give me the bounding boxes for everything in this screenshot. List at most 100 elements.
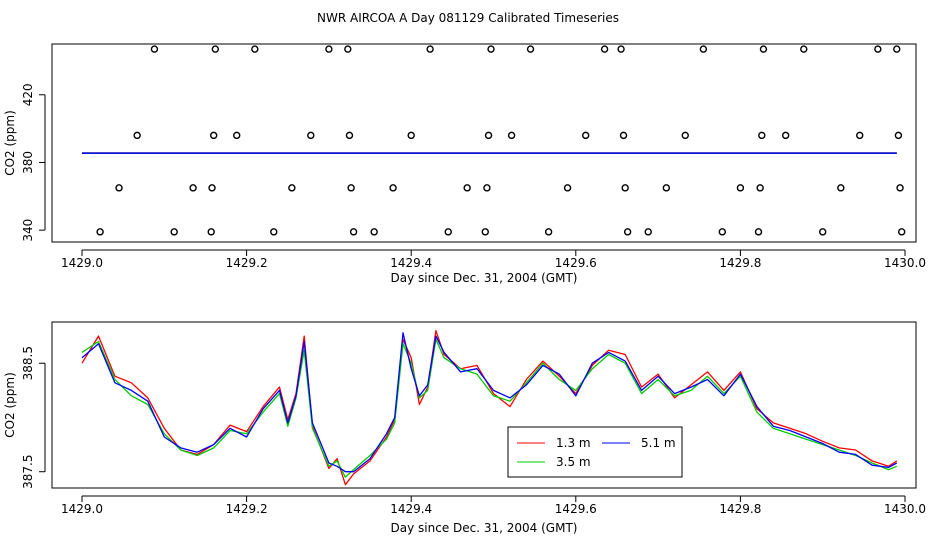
scatter-point	[898, 228, 906, 236]
scatter-point	[325, 45, 333, 53]
bottom-plot-frame	[51, 321, 917, 489]
scatter-point	[481, 228, 489, 236]
top-panel: 1429.0 1429.2 1429.4 1429.6 1429.8 1430.0 340…	[3, 43, 926, 285]
scatter-point	[736, 184, 745, 192]
scatter-point	[507, 131, 516, 140]
scatter-point	[781, 131, 790, 140]
scatter-point	[96, 228, 104, 236]
top-y-axis: 340 380 420	[21, 83, 46, 242]
y-tick-label: 387.5	[21, 455, 35, 489]
scatter-point	[544, 228, 553, 236]
scatter-point	[211, 45, 220, 53]
scatter-point	[856, 131, 864, 140]
legend-label-1-3m: 1.3 m	[556, 436, 591, 450]
scatter-point	[681, 131, 689, 140]
bottom-x-axis: 1429.0 1429.2 1429.4 1429.6 1429.8 1430.0	[61, 495, 926, 516]
x-tick-label: 1429.2	[226, 502, 268, 516]
scatter-point	[617, 45, 625, 53]
x-tick-label: 1429.8	[719, 256, 761, 270]
scatter-point	[170, 228, 178, 236]
scatter-point	[800, 45, 808, 53]
x-tick-label: 1429.6	[555, 502, 597, 516]
scatter-point	[209, 131, 218, 140]
scatter-point	[208, 184, 216, 192]
scatter-point	[347, 184, 355, 192]
x-tick-label: 1429.6	[555, 256, 597, 270]
legend: 1.3 m 3.5 m 5.1 m	[507, 426, 683, 478]
x-tick-label: 1429.0	[61, 502, 103, 516]
scatter-point	[370, 228, 378, 236]
scatter-point	[484, 131, 493, 140]
x-tick-label: 1429.4	[390, 502, 432, 516]
scatter-point	[150, 45, 159, 53]
scatter-point	[349, 228, 358, 236]
bottom-y-axis-label: CO2 (ppm)	[3, 372, 17, 438]
scatter-point	[288, 184, 296, 192]
scatter-point	[344, 45, 352, 53]
scatter-point	[644, 228, 652, 236]
scatter-point	[581, 131, 590, 140]
top-plot-frame	[51, 43, 917, 243]
x-tick-label: 1429.0	[61, 256, 103, 270]
scatter-point	[874, 45, 882, 53]
x-tick-label: 1429.2	[226, 256, 268, 270]
scatter-point	[894, 131, 903, 140]
scatter-point	[758, 131, 766, 140]
scatter-point	[718, 228, 726, 236]
y-tick-label: 420	[21, 83, 35, 106]
scatter-point	[893, 45, 901, 53]
scatter-point	[819, 228, 827, 236]
bottom-y-axis: 387.5 388.5	[21, 346, 46, 489]
scatter-point	[600, 45, 609, 53]
scatter-point	[563, 184, 572, 192]
y-tick-label: 380	[21, 151, 35, 174]
scatter-point	[756, 184, 764, 192]
series-line-3-5-m	[81, 338, 898, 478]
series-line-5-1-m	[81, 332, 898, 473]
scatter-point	[896, 184, 904, 192]
scatter-point	[389, 184, 397, 192]
scatter-point	[407, 131, 415, 140]
scatter-point	[270, 228, 278, 236]
scatter-point	[463, 184, 471, 192]
bottom-x-axis-label: Day since Dec. 31, 2004 (GMT)	[391, 521, 578, 535]
scatter-point	[754, 228, 763, 236]
scatter-point	[233, 131, 241, 140]
scatter-point	[623, 228, 632, 236]
scatter-point	[345, 131, 354, 140]
x-tick-label: 1430.0	[884, 256, 926, 270]
scatter-point	[189, 184, 197, 192]
y-tick-label: 388.5	[21, 346, 35, 380]
scatter-point	[426, 45, 434, 53]
top-x-axis: 1429.0 1429.2 1429.4 1429.6 1429.8 1430.0	[61, 249, 926, 270]
x-tick-label: 1429.4	[390, 256, 432, 270]
y-tick-label: 340	[21, 219, 35, 242]
legend-label-5-1m: 5.1 m	[641, 436, 676, 450]
scatter-point	[759, 45, 768, 53]
scatter-point	[487, 45, 495, 53]
scatter-point	[207, 228, 215, 236]
series-line-1-3-m	[81, 330, 898, 486]
scatter-point	[621, 184, 629, 192]
scatter-point	[251, 45, 259, 53]
scatter-point	[444, 228, 452, 236]
chart-title: NWR AIRCOA A Day 081129 Calibrated Times…	[317, 11, 619, 25]
legend-box	[507, 426, 683, 478]
top-plot-marks	[82, 45, 906, 236]
x-tick-label: 1429.8	[719, 502, 761, 516]
bottom-panel: 1429.0 1429.2 1429.4 1429.6 1429.8 1430.0 387…	[3, 321, 926, 535]
scatter-point	[526, 45, 535, 53]
x-tick-label: 1430.0	[884, 502, 926, 516]
scatter-point	[699, 45, 708, 53]
top-y-axis-label: CO2 (ppm)	[3, 110, 17, 176]
scatter-point	[115, 184, 123, 192]
scatter-point	[619, 131, 628, 140]
legend-label-3-5m: 3.5 m	[556, 455, 591, 469]
scatter-point	[133, 131, 141, 140]
bottom-plot-marks	[81, 330, 898, 486]
scatter-point	[837, 184, 845, 192]
scatter-point	[483, 184, 491, 192]
scatter-point	[662, 184, 671, 192]
scatter-point	[307, 131, 315, 140]
